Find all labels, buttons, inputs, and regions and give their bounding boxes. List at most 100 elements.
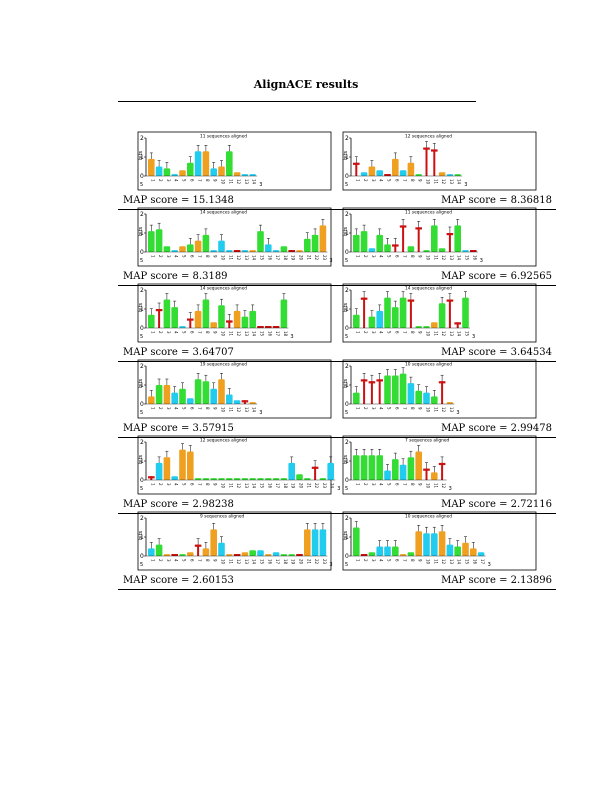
logo-letter-mark — [155, 166, 163, 176]
position-label: 12 — [236, 559, 241, 565]
position-label: 19 — [291, 483, 296, 489]
position-label: 14 — [252, 255, 257, 261]
logo-letter-mark — [275, 326, 278, 328]
y-tick-label: 2 — [345, 211, 349, 218]
score-row: MAP score = 15.1348 MAP score = 8.36818 — [118, 195, 556, 210]
position-label: 23 — [322, 483, 327, 489]
logo-letter-mark — [415, 531, 422, 556]
position-label: 7 — [197, 483, 202, 486]
logo-letter-mark — [423, 533, 430, 556]
logo-letter-mark — [384, 375, 391, 404]
position-label: 1 — [355, 255, 360, 258]
logo-letter-mark — [360, 231, 368, 252]
position-label: 18 — [283, 559, 288, 565]
logo-letter-mark — [148, 314, 155, 328]
logo-letter-mark — [384, 244, 391, 252]
logo-caption: 10 sequences aligned — [405, 514, 452, 520]
logo-letter-mark — [210, 322, 217, 328]
logo-letter-mark — [173, 554, 176, 556]
logo-letter-mark — [179, 554, 186, 556]
logo-letter-mark — [363, 554, 366, 556]
logo-letter-mark — [280, 299, 288, 328]
logo-letter-mark — [249, 550, 256, 556]
logo-letter-mark — [236, 250, 239, 252]
logo-letter-mark — [431, 533, 438, 556]
position-label: 14 — [457, 255, 462, 261]
logo-letter-mark — [189, 318, 192, 328]
logo-letter-mark — [249, 478, 256, 480]
position-label: 13 — [244, 331, 249, 337]
logo-letter-mark — [233, 310, 241, 328]
logo-letter-mark — [376, 310, 383, 328]
position-label: 12 — [441, 331, 446, 337]
logo-letter-mark — [233, 478, 241, 480]
position-label: 2 — [158, 331, 163, 334]
logo-letter-mark — [148, 396, 155, 404]
logo-caption: 10 sequences aligned — [405, 362, 452, 368]
position-label: 11 — [433, 559, 438, 565]
y-axis-label: bits — [343, 530, 349, 540]
position-label: 11 — [228, 407, 233, 413]
y-tick-label: 1 — [345, 382, 349, 389]
y-axis-label: bits — [138, 302, 144, 312]
logo-letter-mark — [296, 474, 303, 480]
position-label: 6 — [189, 407, 194, 410]
position-label: 12 — [441, 483, 446, 489]
position-label: 15 — [260, 255, 265, 261]
five-prime-label: 5 — [345, 410, 348, 416]
y-tick-label: 2 — [140, 439, 144, 446]
logo-letter-mark — [233, 400, 241, 404]
logo-letter-mark — [311, 234, 319, 252]
logo-letter-mark — [425, 147, 428, 176]
logo-letter-mark — [210, 529, 217, 556]
logo-letter-mark — [394, 244, 397, 252]
five-prime-label: 5 — [140, 486, 143, 492]
logo-letter-mark — [259, 326, 262, 328]
three-prime-label: 3 — [259, 182, 262, 188]
y-tick-label: 0 — [345, 173, 349, 180]
logo-letter-mark — [226, 554, 233, 556]
position-label: 2 — [363, 483, 368, 486]
logo-letter-mark — [454, 225, 461, 252]
y-axis-label: bits — [138, 378, 144, 388]
logo-caption: 9 sequences aligned — [200, 514, 245, 520]
logo-letter-mark — [407, 246, 415, 252]
logo-letter-mark — [402, 225, 405, 252]
five-prime-label: 5 — [140, 562, 143, 568]
position-label: 9 — [213, 255, 218, 258]
position-label: 3 — [371, 331, 376, 334]
logo-letter-mark — [194, 240, 202, 252]
position-label: 16 — [267, 331, 272, 337]
position-label: 12 — [441, 559, 446, 565]
position-label: 14 — [457, 559, 462, 565]
logo-frame — [137, 511, 332, 571]
logo-letter-mark — [187, 451, 194, 480]
position-label: 14 — [252, 483, 257, 489]
logo-letter-mark — [265, 554, 272, 556]
three-prime-label: 3 — [464, 182, 467, 188]
page-title: AlignACE results — [253, 78, 359, 91]
logo-letter-mark — [218, 478, 225, 480]
position-label: 2 — [158, 483, 163, 486]
logo-letter-mark — [226, 394, 233, 404]
logo-letter-mark — [355, 162, 358, 176]
logo-letter-mark — [226, 250, 233, 252]
position-label: 15 — [260, 559, 265, 565]
position-label: 6 — [189, 179, 194, 182]
logo-letter-mark — [376, 546, 383, 556]
map-score-right: MAP score = 2.13896 — [441, 575, 552, 586]
logo-frame — [342, 207, 537, 267]
three-prime-label: 3 — [472, 334, 475, 340]
logo-letter-mark — [202, 478, 210, 480]
position-label: 14 — [252, 179, 257, 185]
position-label: 15 — [465, 255, 470, 261]
position-label: 16 — [267, 559, 272, 565]
position-label: 8 — [410, 559, 415, 562]
logo-letter-mark — [454, 174, 461, 176]
position-label: 17 — [275, 255, 280, 261]
